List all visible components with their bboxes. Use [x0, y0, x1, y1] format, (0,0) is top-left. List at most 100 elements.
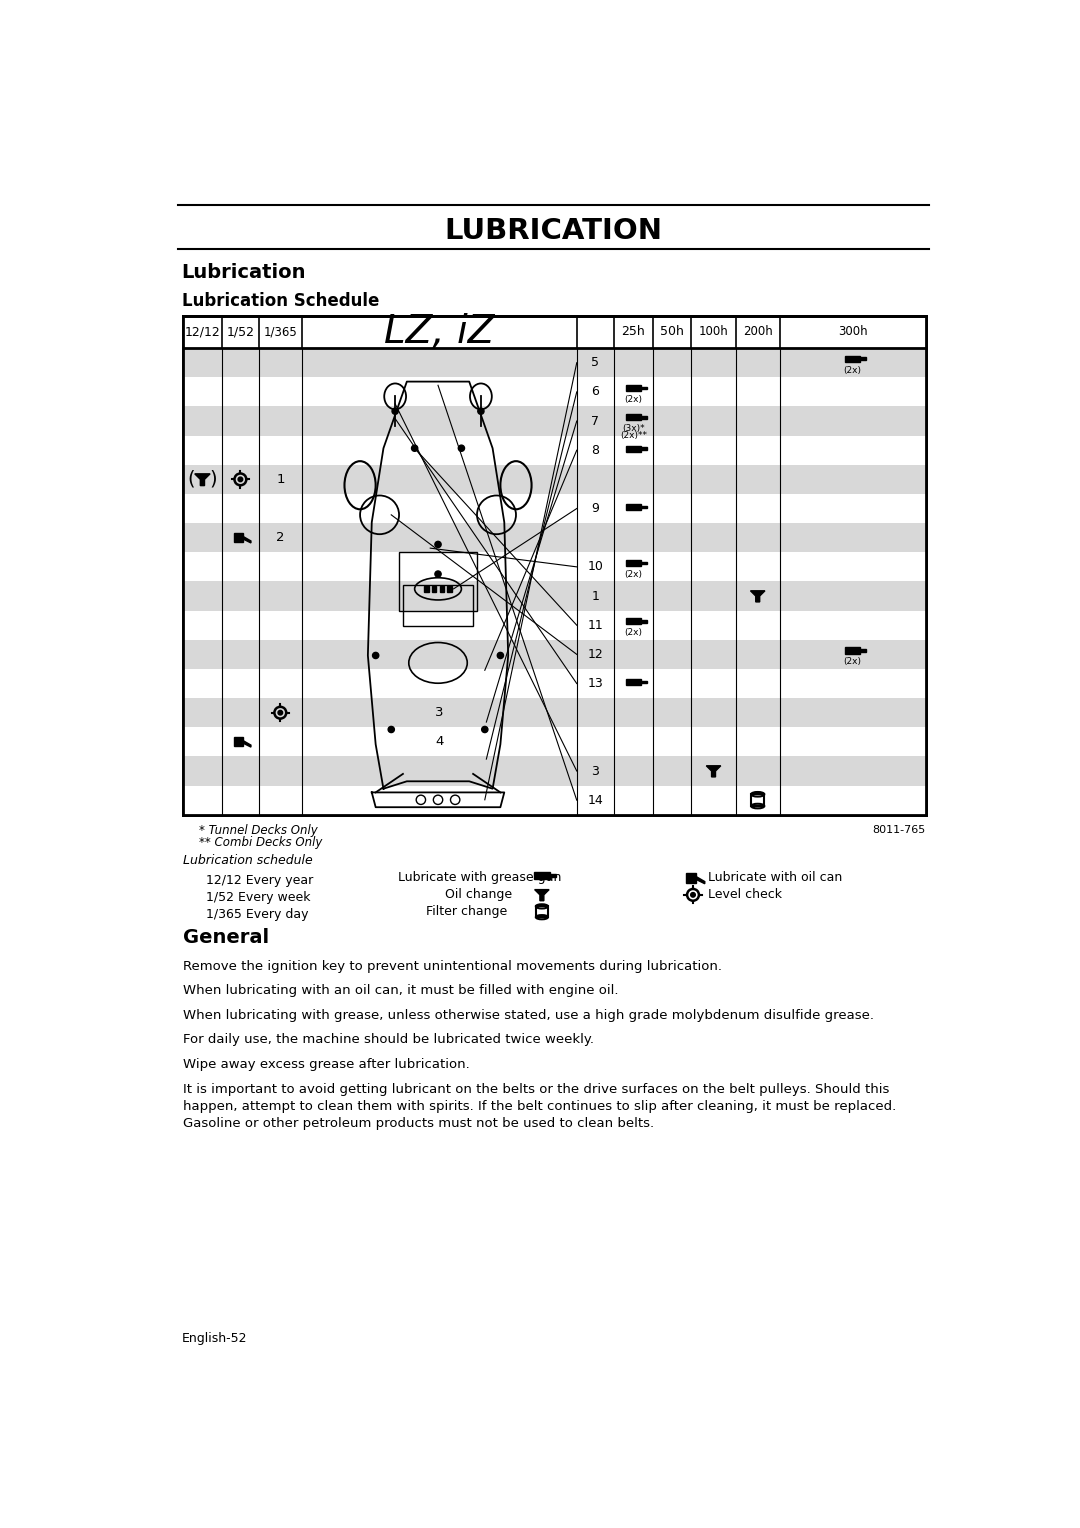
Text: ** Combi Decks Only: ** Combi Decks Only — [199, 836, 322, 850]
Bar — [183, 611, 926, 640]
Circle shape — [691, 892, 696, 897]
Bar — [234, 533, 243, 542]
Text: 100h: 100h — [699, 325, 728, 339]
Text: 1/52 Every week: 1/52 Every week — [206, 891, 311, 903]
Bar — [183, 640, 926, 669]
Circle shape — [477, 408, 484, 414]
Text: 1/52: 1/52 — [227, 325, 255, 339]
Text: When lubricating with grease, unless otherwise stated, use a high grade molybden: When lubricating with grease, unless oth… — [183, 1008, 874, 1022]
Text: (: ( — [188, 471, 195, 489]
Text: 11: 11 — [588, 619, 604, 631]
Circle shape — [458, 445, 464, 451]
Bar — [183, 669, 926, 698]
Text: 7: 7 — [592, 414, 599, 428]
Bar — [642, 448, 647, 451]
Text: Wipe away excess grease after lubrication.: Wipe away excess grease after lubricatio… — [183, 1057, 470, 1071]
Circle shape — [482, 726, 488, 732]
Text: 12/12 Every year: 12/12 Every year — [206, 874, 313, 886]
Circle shape — [388, 726, 394, 732]
Text: When lubricating with an oil can, it must be filled with engine oil.: When lubricating with an oil can, it mus… — [183, 984, 619, 998]
Bar — [845, 356, 861, 362]
Bar — [642, 387, 647, 390]
Bar — [861, 358, 866, 361]
Text: 300h: 300h — [838, 325, 867, 339]
Bar — [625, 559, 642, 567]
Text: Remove the ignition key to prevent unintentional movements during lubrication.: Remove the ignition key to prevent unint… — [183, 960, 723, 972]
Bar — [845, 648, 861, 654]
Text: Lubricate with grease gun: Lubricate with grease gun — [399, 871, 562, 885]
Text: 8: 8 — [592, 443, 599, 457]
Text: Level check: Level check — [708, 888, 783, 902]
Text: (3x)*: (3x)* — [622, 425, 645, 432]
Text: 200h: 200h — [743, 325, 772, 339]
Text: Lubricate with oil can: Lubricate with oil can — [708, 871, 842, 885]
Bar — [534, 872, 550, 879]
Text: 1: 1 — [276, 472, 284, 486]
Bar — [625, 504, 642, 510]
Text: 3: 3 — [592, 764, 599, 778]
Text: * Tunnel Decks Only: * Tunnel Decks Only — [199, 824, 318, 837]
Bar — [642, 620, 647, 623]
Text: 12: 12 — [588, 648, 604, 660]
Circle shape — [435, 541, 441, 547]
Text: Lubrication schedule: Lubrication schedule — [183, 854, 313, 868]
Text: LUBRICATION: LUBRICATION — [445, 217, 662, 244]
Bar — [183, 406, 926, 435]
Bar — [625, 385, 642, 391]
Text: 50h: 50h — [660, 325, 684, 339]
Polygon shape — [535, 889, 549, 900]
Text: Oil change: Oil change — [445, 888, 512, 902]
Bar — [183, 316, 926, 348]
Bar — [642, 562, 647, 564]
Bar — [642, 680, 647, 683]
Circle shape — [411, 445, 418, 451]
Text: (2x): (2x) — [843, 365, 862, 374]
Text: General: General — [183, 929, 269, 947]
Bar — [536, 906, 548, 917]
Bar — [625, 446, 642, 452]
Text: 9: 9 — [592, 503, 599, 515]
Bar — [861, 649, 866, 652]
Text: 1/365: 1/365 — [264, 325, 297, 339]
Polygon shape — [372, 793, 504, 807]
Bar — [625, 414, 642, 420]
Bar — [183, 316, 926, 814]
Text: It is important to avoid getting lubricant on the belts or the drive surfaces on: It is important to avoid getting lubrica… — [183, 1083, 896, 1129]
Circle shape — [435, 571, 441, 578]
Circle shape — [392, 408, 399, 414]
Bar — [440, 585, 444, 591]
Bar — [183, 552, 926, 582]
Bar — [183, 377, 926, 406]
Text: 10: 10 — [588, 561, 604, 573]
Bar — [183, 523, 926, 552]
Text: Filter change: Filter change — [426, 905, 507, 918]
Circle shape — [497, 652, 503, 659]
Bar — [183, 582, 926, 611]
Text: 14: 14 — [588, 793, 604, 807]
Bar — [403, 585, 473, 626]
Text: 6: 6 — [592, 385, 599, 399]
Text: 4: 4 — [435, 735, 444, 749]
Bar — [234, 738, 243, 747]
Bar — [183, 435, 926, 465]
Circle shape — [238, 477, 243, 481]
Bar — [183, 756, 926, 785]
Bar — [625, 678, 642, 685]
Text: (2x): (2x) — [843, 657, 862, 666]
Bar — [550, 874, 556, 877]
Bar — [183, 348, 926, 377]
Text: Lubrication: Lubrication — [181, 263, 306, 283]
Bar — [625, 619, 642, 625]
Text: 5: 5 — [592, 356, 599, 370]
Bar — [183, 785, 926, 814]
Bar — [447, 585, 453, 591]
Circle shape — [373, 652, 379, 659]
Text: 1: 1 — [592, 590, 599, 602]
Text: 1/365 Every day: 1/365 Every day — [206, 908, 309, 920]
Polygon shape — [243, 741, 251, 747]
Text: 3: 3 — [435, 706, 444, 720]
Text: 8011-765: 8011-765 — [873, 825, 926, 836]
Text: 25h: 25h — [621, 325, 645, 339]
Text: (2x): (2x) — [624, 394, 643, 403]
Text: 12/12: 12/12 — [185, 325, 220, 339]
